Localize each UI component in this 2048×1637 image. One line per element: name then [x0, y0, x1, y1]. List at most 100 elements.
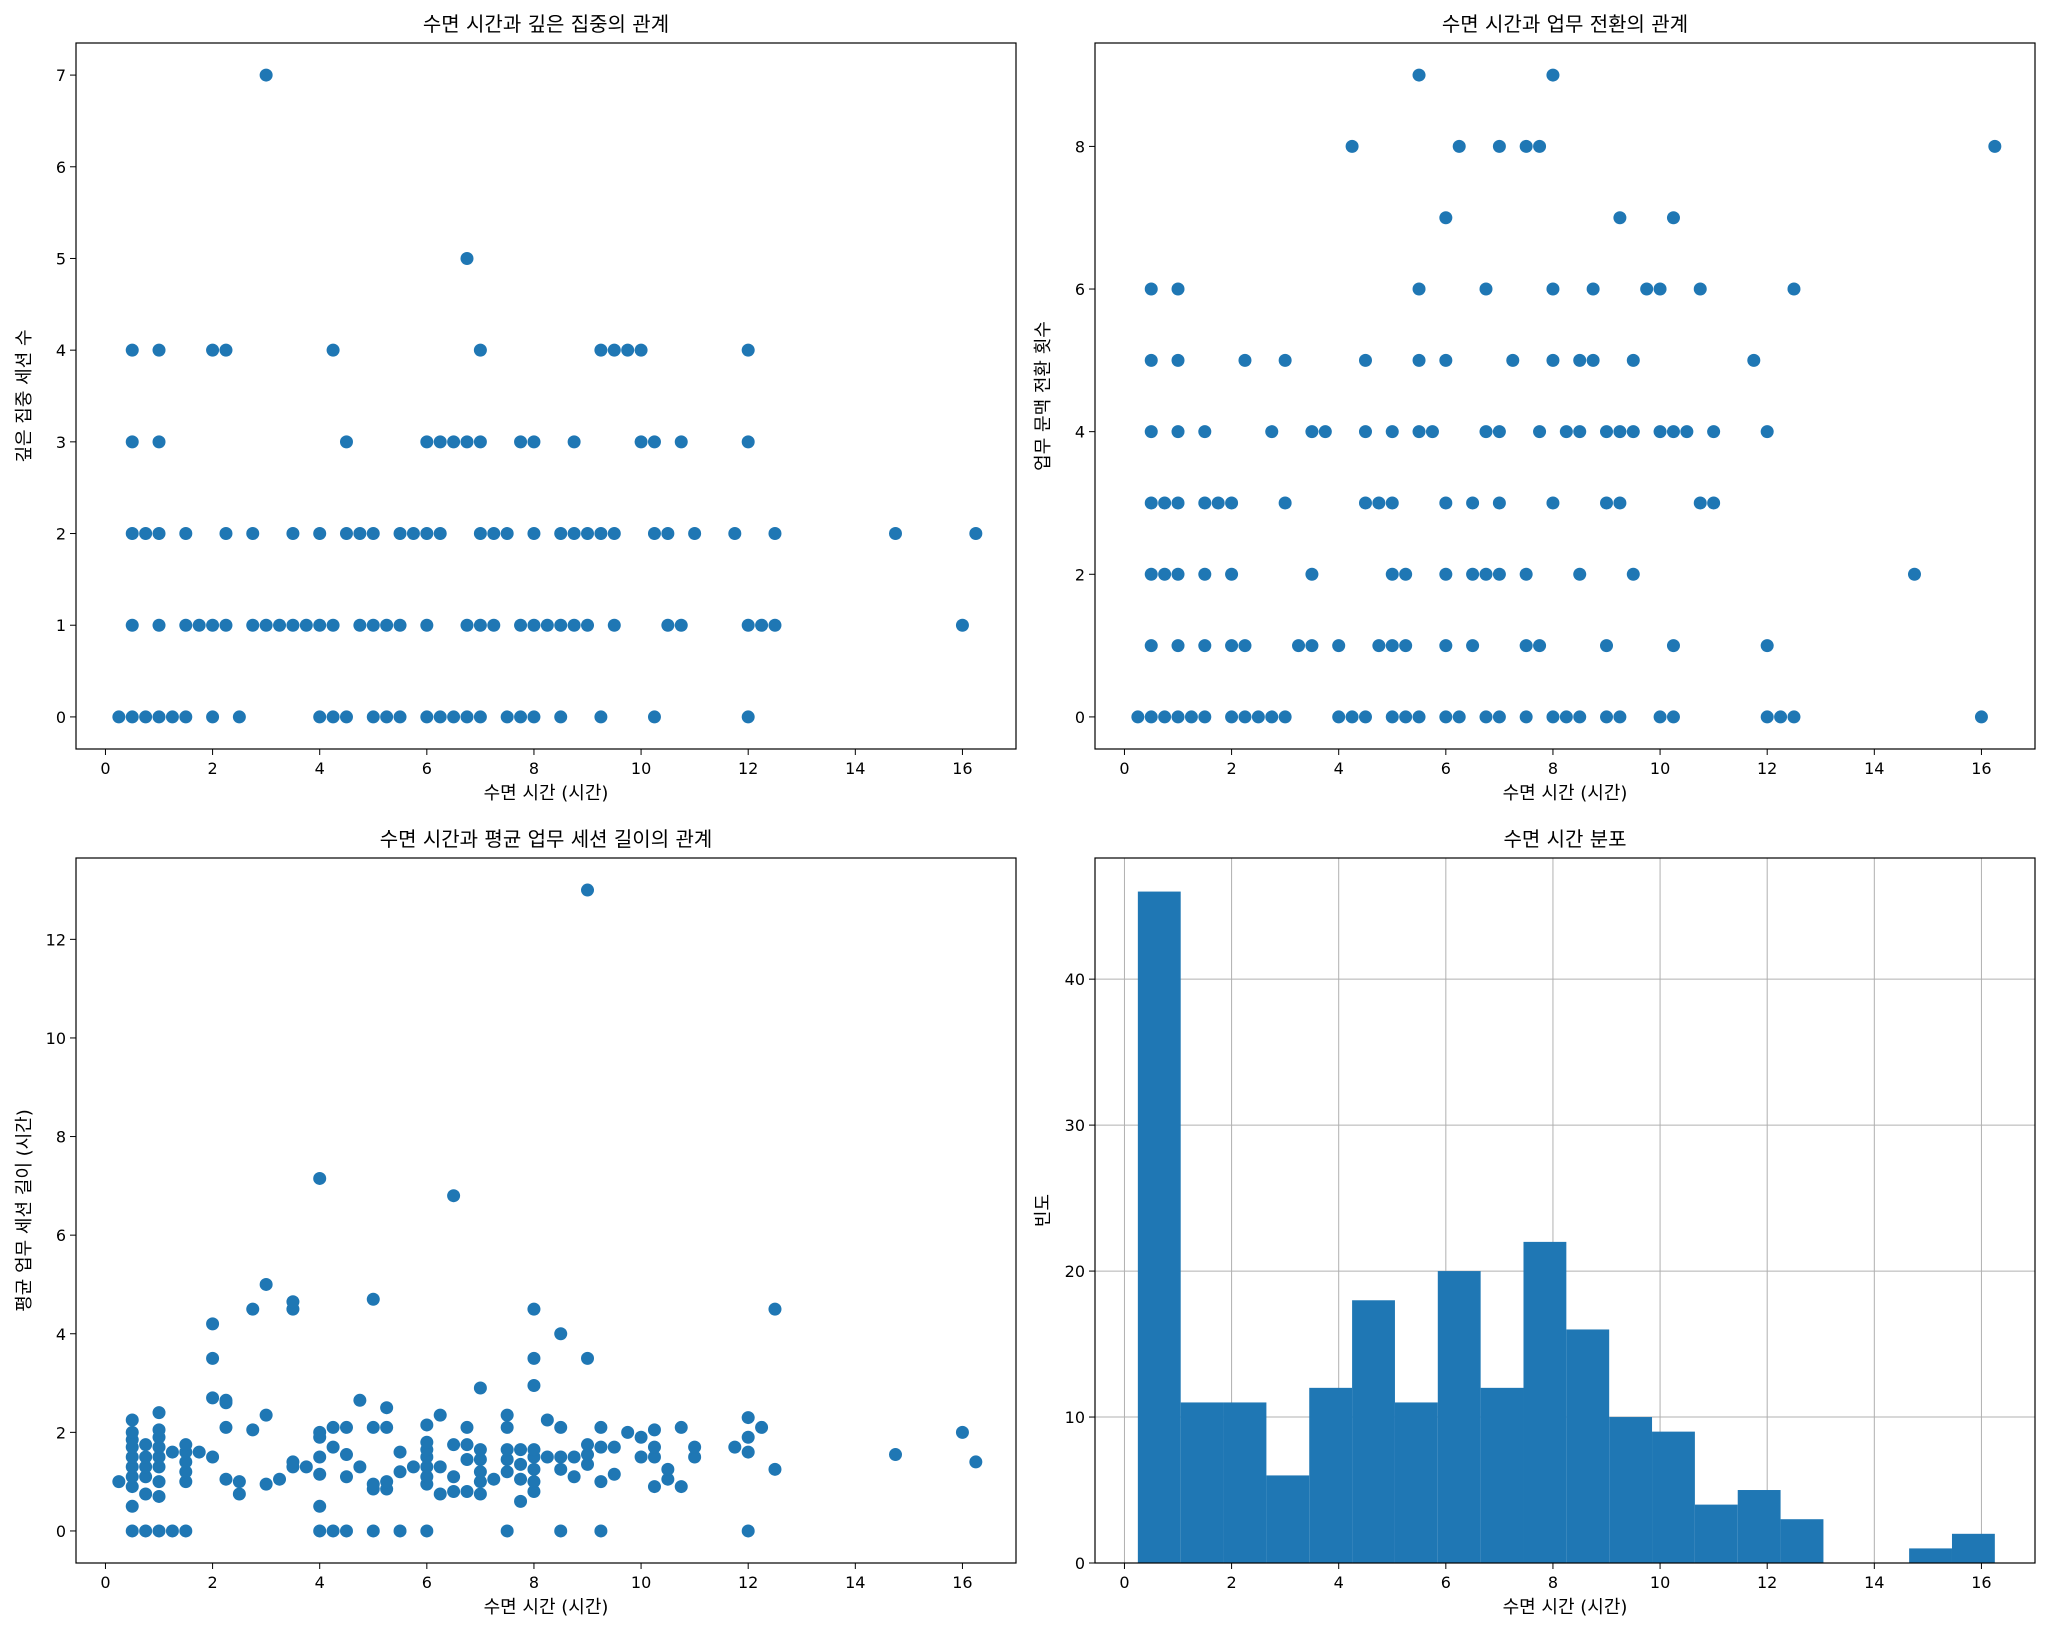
- data-point: [647, 1423, 661, 1437]
- data-point: [1466, 567, 1480, 581]
- x-tick-label: 16: [1971, 1573, 1991, 1592]
- histogram-bar: [1951, 1533, 1995, 1563]
- data-point: [393, 710, 407, 724]
- data-point: [366, 1477, 380, 1491]
- x-tick-label: 0: [100, 759, 110, 778]
- data-point: [581, 1438, 595, 1452]
- data-point: [326, 343, 340, 357]
- data-point: [1600, 496, 1614, 510]
- data-point: [219, 527, 233, 541]
- y-tick-label: 4: [1075, 423, 1085, 442]
- data-point: [192, 618, 206, 632]
- data-point: [1506, 353, 1520, 367]
- data-point: [420, 618, 434, 632]
- data-point: [1198, 567, 1212, 581]
- data-point: [286, 527, 300, 541]
- data-point: [125, 1450, 139, 1464]
- x-tick-label: 8: [529, 759, 539, 778]
- data-point: [380, 618, 394, 632]
- data-point: [514, 435, 528, 449]
- data-point: [527, 435, 541, 449]
- data-point: [1144, 353, 1158, 367]
- data-point: [125, 1460, 139, 1474]
- axes-frame: [1094, 857, 2036, 1564]
- histogram-bar: [1180, 1402, 1224, 1563]
- data-point: [152, 527, 166, 541]
- data-point: [179, 618, 193, 632]
- data-point: [514, 1472, 528, 1486]
- data-point: [741, 1524, 755, 1538]
- axes-frame: [1094, 42, 2036, 750]
- y-tick-label: 12: [46, 930, 66, 949]
- data-point: [299, 618, 313, 632]
- data-point: [1600, 639, 1614, 653]
- data-point: [755, 1420, 769, 1434]
- data-point: [1225, 710, 1239, 724]
- x-tick-label: 14: [845, 1573, 865, 1592]
- data-point: [125, 618, 139, 632]
- data-point: [1452, 710, 1466, 724]
- x-tick-label: 10: [631, 759, 651, 778]
- data-point: [674, 1420, 688, 1434]
- data-point: [688, 527, 702, 541]
- data-point: [607, 527, 621, 541]
- data-point: [259, 68, 273, 82]
- data-point: [152, 710, 166, 724]
- data-point: [1144, 639, 1158, 653]
- data-point: [1238, 353, 1252, 367]
- histogram-bar: [1609, 1417, 1653, 1563]
- data-point: [206, 618, 220, 632]
- data-point: [1492, 567, 1506, 581]
- data-point: [1613, 710, 1627, 724]
- data-point: [1680, 425, 1694, 439]
- data-point: [393, 1524, 407, 1538]
- histogram-bar: [1694, 1504, 1738, 1563]
- data-point: [366, 710, 380, 724]
- data-point: [125, 1480, 139, 1494]
- data-point: [393, 618, 407, 632]
- data-point: [473, 1465, 487, 1479]
- data-point: [447, 1438, 461, 1452]
- data-point: [741, 1445, 755, 1459]
- data-point: [554, 1462, 568, 1476]
- data-point: [473, 1487, 487, 1501]
- data-point: [1613, 496, 1627, 510]
- data-point: [1613, 425, 1627, 439]
- data-point: [567, 527, 581, 541]
- data-point: [741, 710, 755, 724]
- data-point: [647, 435, 661, 449]
- y-tick-label: 2: [56, 1423, 66, 1442]
- y-tick-label: 0: [56, 1522, 66, 1541]
- data-point: [514, 1494, 528, 1508]
- histogram-bar: [1266, 1475, 1310, 1563]
- data-point: [152, 1524, 166, 1538]
- data-point: [1345, 710, 1359, 724]
- data-point: [1198, 639, 1212, 653]
- data-point: [661, 1472, 675, 1486]
- y-tick-label: 20: [1065, 1262, 1085, 1281]
- data-point: [139, 1487, 153, 1501]
- y-tick-label: 10: [46, 1029, 66, 1048]
- data-point: [152, 1489, 166, 1503]
- data-point: [741, 343, 755, 357]
- y-axis-label: 깊은 집중 세션 수: [14, 329, 35, 462]
- data-point: [634, 1430, 648, 1444]
- data-point: [567, 1470, 581, 1484]
- data-point: [420, 1470, 434, 1484]
- data-point: [888, 527, 902, 541]
- x-tick-label: 4: [1334, 759, 1344, 778]
- data-point: [594, 527, 608, 541]
- data-point: [339, 1524, 353, 1538]
- data-point: [1666, 425, 1680, 439]
- data-point: [969, 527, 983, 541]
- histogram-bar: [1523, 1241, 1567, 1563]
- data-point: [1158, 496, 1172, 510]
- data-point: [139, 1524, 153, 1538]
- data-point: [1171, 496, 1185, 510]
- data-point: [286, 1295, 300, 1309]
- data-point: [1225, 639, 1239, 653]
- y-tick-label: 40: [1065, 970, 1085, 989]
- data-point: [768, 527, 782, 541]
- data-point: [259, 1408, 273, 1422]
